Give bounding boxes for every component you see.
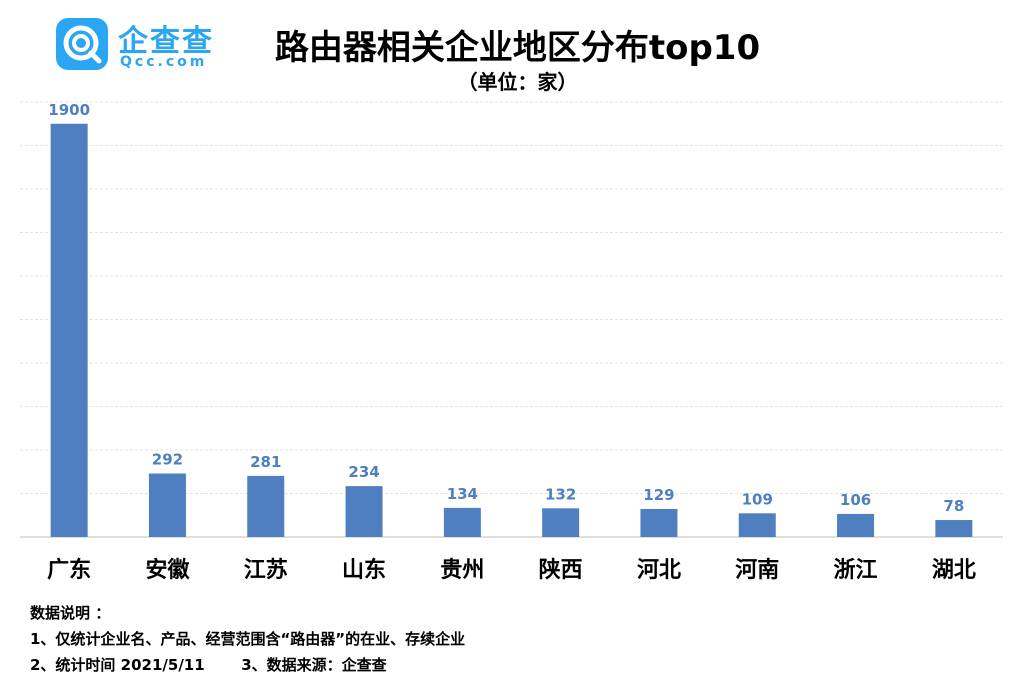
- logo-name: 企查查: [118, 24, 214, 59]
- x-tick-label: 浙江: [834, 558, 878, 583]
- data-notes: 数据说明 ： 1、仅统计企业名、产品、经营范围含“路由器”的在业、存续企业 2、…: [30, 600, 465, 678]
- x-tick-label: 河南: [735, 558, 779, 583]
- data-label: 292: [152, 450, 183, 468]
- data-label: 234: [348, 463, 379, 481]
- chart-subtitle: （单位：家）: [457, 70, 578, 94]
- data-label: 134: [447, 485, 478, 503]
- bar: [640, 508, 678, 537]
- data-label: 109: [742, 490, 773, 508]
- x-tick-label: 贵州: [440, 558, 484, 583]
- notes-line-1: 1、仅统计企业名、产品、经营范围含“路由器”的在业、存续企业: [30, 630, 466, 648]
- bar: [148, 473, 186, 537]
- x-tick-label: 安徽: [145, 557, 190, 583]
- data-label: 281: [250, 453, 281, 471]
- bar-chart: 1900 广东 292 安徽 281 江苏 234 山东 134 贵州 132 陕西 129 河北 109 河…: [20, 101, 1003, 583]
- x-tick-label: 湖北: [932, 558, 976, 583]
- bar: [738, 513, 776, 537]
- x-tick-label: 河北: [637, 558, 681, 583]
- data-label: 106: [840, 491, 871, 509]
- x-tick-label: 广东: [47, 557, 91, 583]
- qcc-logo: 企查查 Qcc.com: [56, 16, 226, 76]
- data-label: 129: [643, 486, 674, 504]
- data-label: 1900: [48, 101, 90, 119]
- bar: [837, 513, 875, 537]
- data-label: 78: [943, 497, 964, 515]
- data-label: 132: [545, 485, 576, 503]
- x-tick-label: 陕西: [539, 558, 583, 583]
- bar: [443, 507, 481, 537]
- bar: [247, 475, 285, 537]
- logo-domain: Qcc.com: [120, 54, 208, 70]
- bar: [935, 520, 973, 537]
- notes-line-2: 2、统计时间 2021/5/11 3、数据来源：企查查: [30, 656, 387, 674]
- bar: [542, 508, 580, 537]
- chart-title: 路由器相关企业地区分布top10: [274, 28, 761, 68]
- notes-heading: 数据说明 ：: [30, 604, 111, 622]
- qcc-logo-icon: [56, 18, 108, 70]
- bar: [50, 123, 88, 537]
- x-tick-label: 山东: [342, 557, 386, 583]
- x-tick-label: 江苏: [244, 557, 288, 583]
- bar: [345, 486, 383, 537]
